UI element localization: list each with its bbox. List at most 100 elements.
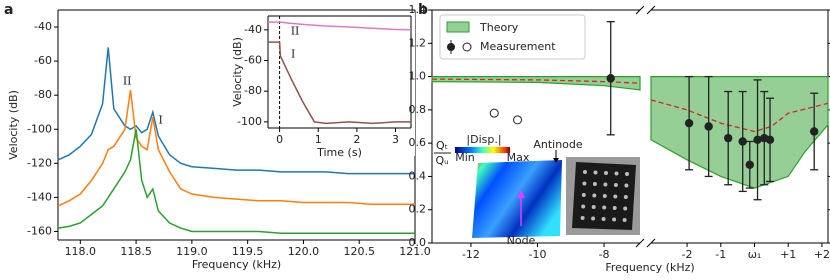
theory-line — [431, 78, 641, 84]
axes: -2 -1 ω₁ +1 +2 Frequency (kHz) — [605, 9, 830, 274]
panel-label: b — [418, 2, 428, 18]
photo-dot — [603, 182, 608, 187]
legend-label: Theory — [479, 21, 519, 34]
series-line — [268, 41, 411, 125]
y-tick-label: 0.0 — [409, 236, 427, 249]
break-mark — [646, 5, 656, 15]
x-tick-label: +1 — [780, 248, 796, 261]
photo-dot — [613, 194, 618, 199]
photo-dot — [623, 206, 628, 211]
measurement-point — [724, 133, 733, 143]
legend-marker — [447, 43, 455, 51]
series-line — [57, 129, 415, 234]
photo-dot — [602, 194, 607, 198]
photo-dot — [591, 205, 596, 209]
x-tick-label: -10 — [529, 248, 547, 261]
inset-images: |Disp.| Min Max Antinode Node — [455, 133, 640, 247]
y-tick-label: 0.2 — [409, 203, 427, 216]
x-tick-label: ω₁ — [748, 248, 762, 261]
series-line — [268, 21, 412, 31]
mode-image — [472, 160, 562, 238]
axis-break — [635, 5, 656, 248]
y-tick-label: 1.0 — [409, 70, 427, 83]
photo-dot — [592, 182, 597, 186]
x-tick-label: 119.0 — [176, 245, 208, 258]
photo-dot — [604, 171, 608, 175]
photo-dot — [582, 181, 587, 186]
legend-box — [439, 14, 586, 60]
photo-dot — [593, 170, 598, 175]
theory-line — [650, 99, 829, 133]
y-tick-label: 0.8 — [409, 103, 427, 116]
x-axis-label: Frequency (kHz) — [192, 258, 281, 271]
annotation: II — [291, 24, 300, 37]
series-line — [57, 89, 415, 207]
x-tick-label: 1 — [315, 133, 322, 146]
photo-dot — [580, 216, 585, 220]
antinode-arrowhead — [553, 158, 559, 163]
legend-label: Measurement — [480, 40, 556, 53]
legend-marker — [462, 42, 472, 52]
photo-dot — [592, 193, 597, 198]
y-tick-label: 1.2 — [409, 36, 427, 49]
panel-label: a — [4, 2, 13, 18]
annotation: I — [291, 47, 295, 60]
x-tick-label: +2 — [814, 248, 830, 261]
measurement-point — [765, 135, 775, 145]
annotation: I — [158, 114, 162, 127]
theory-band — [650, 76, 829, 189]
photo-dot — [591, 216, 596, 221]
x-tick-label: -1 — [715, 248, 726, 261]
measurement-point — [753, 135, 762, 145]
x-tick-label: 0 — [276, 133, 283, 146]
x-tick-label: -8 — [599, 248, 610, 261]
photo-dot — [581, 204, 586, 209]
photo-dot — [624, 183, 629, 188]
x-axis-label: Frequency (kHz) — [605, 261, 694, 274]
annotation: II — [123, 75, 132, 88]
photo-dot — [612, 206, 617, 210]
photo-dot — [612, 217, 617, 222]
x-axis-label: Time (s) — [316, 146, 362, 159]
measurement-point — [684, 118, 694, 128]
photo-dot — [583, 170, 587, 174]
measurement-point — [704, 122, 713, 131]
plots: 118.0 118.5 119.0 119.5 120.0 120.5 121.0-160-… — [4, 2, 830, 274]
y-tick-label: -100 — [27, 122, 52, 135]
break-mark — [646, 238, 656, 248]
photo-dot — [614, 171, 619, 176]
y-tick-label: -80 — [34, 88, 52, 101]
photo-dot — [625, 172, 629, 176]
y-axis-label: Velocity (dB) — [7, 90, 20, 160]
axes: 118.0 118.5 119.0 119.5 120.0 120.5 121.0-160-… — [7, 9, 431, 271]
colorbar-max: Max — [507, 151, 530, 164]
legend-swatch — [446, 21, 470, 33]
break-mark — [635, 5, 645, 15]
x-tick-label: 120.5 — [343, 245, 375, 258]
y-tick-label: -40 — [244, 23, 262, 36]
x-tick-label: -2 — [682, 248, 693, 261]
x-tick-label: 118.0 — [65, 245, 97, 258]
inset-background — [223, 12, 415, 156]
colorbar-min: Min — [455, 151, 475, 164]
series-line — [57, 47, 415, 175]
x-tick-label: -12 — [462, 248, 480, 261]
photo-dot — [623, 195, 628, 199]
x-tick-label: 119.5 — [232, 245, 264, 258]
y-axis-label: Velocity (dB) — [231, 37, 244, 107]
colorbar — [455, 147, 510, 153]
y-tick-label: -60 — [244, 53, 262, 66]
y-tick-label: -120 — [27, 156, 52, 169]
y-tick-label: 1.4 — [409, 3, 427, 16]
axes: -12 -10 -8 0.0 0.2 0.4 0.6 0.8 1.0 1.2 1.4 — [409, 3, 640, 261]
x-tick-label: 3 — [392, 133, 399, 146]
measurement-point — [745, 160, 754, 169]
y-tick-label: 0.6 — [409, 136, 427, 149]
x-tick-label: 118.5 — [120, 245, 152, 258]
antinode-label: Antinode — [533, 138, 583, 151]
y-axis-label: Qᵤ — [435, 154, 448, 167]
y-tick-label: -40 — [34, 20, 52, 33]
photo-dot — [581, 193, 586, 197]
open-point — [513, 115, 523, 125]
